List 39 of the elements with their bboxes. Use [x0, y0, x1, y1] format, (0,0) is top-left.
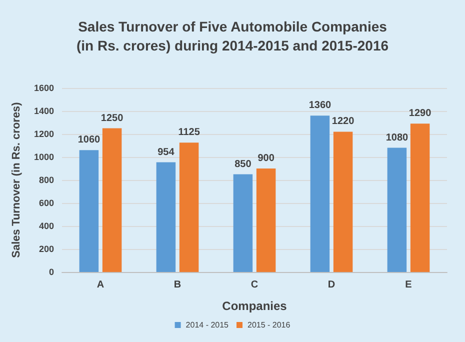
bar [410, 124, 430, 272]
data-label: 1220 [332, 116, 355, 128]
y-tick-label: 1000 [34, 152, 54, 162]
y-tick-label: 1400 [34, 106, 54, 116]
bar [310, 116, 330, 272]
chart-title: Sales Turnover of Five Automobile Companies (in Rs. crores) during 2014-2015 and 2015-2016 [76, 18, 389, 54]
y-axis-title: Sales Turnover (in Rs. crores) [10, 102, 22, 258]
y-tick-label: 1200 [34, 129, 54, 139]
data-label: 1080 [386, 132, 409, 144]
bar [233, 174, 253, 272]
data-label: 1060 [78, 134, 101, 146]
y-tick-label: 800 [38, 175, 54, 185]
bar [333, 132, 353, 272]
bar [387, 148, 407, 272]
x-tick-label: E [405, 280, 412, 290]
bar [102, 128, 122, 272]
bar [256, 168, 276, 272]
bar [156, 162, 176, 272]
x-tick-label: A [96, 280, 104, 290]
x-axis-title: Companies [222, 299, 288, 313]
data-label: 1360 [308, 100, 332, 112]
y-tick-label: 600 [38, 198, 54, 208]
x-tick-label: B [174, 280, 182, 290]
y-tick-label: 400 [38, 221, 54, 231]
y-tick-label: 1600 [34, 83, 54, 93]
legend-label: 2015 - 2016 [248, 320, 291, 330]
legend-label: 2014 - 2015 [186, 320, 230, 330]
data-label: 1290 [408, 108, 432, 120]
x-tick-label: D [328, 280, 336, 290]
y-tick-label: 0 [48, 267, 54, 277]
data-label: 954 [158, 146, 175, 158]
data-label: 1125 [178, 127, 200, 138]
bar [179, 142, 199, 272]
y-tick-label: 200 [38, 244, 54, 254]
data-label: 850 [234, 158, 252, 170]
data-label: 1250 [100, 112, 124, 124]
x-tick-label: C [250, 280, 258, 290]
data-label: 900 [258, 153, 275, 164]
bar [79, 150, 99, 272]
